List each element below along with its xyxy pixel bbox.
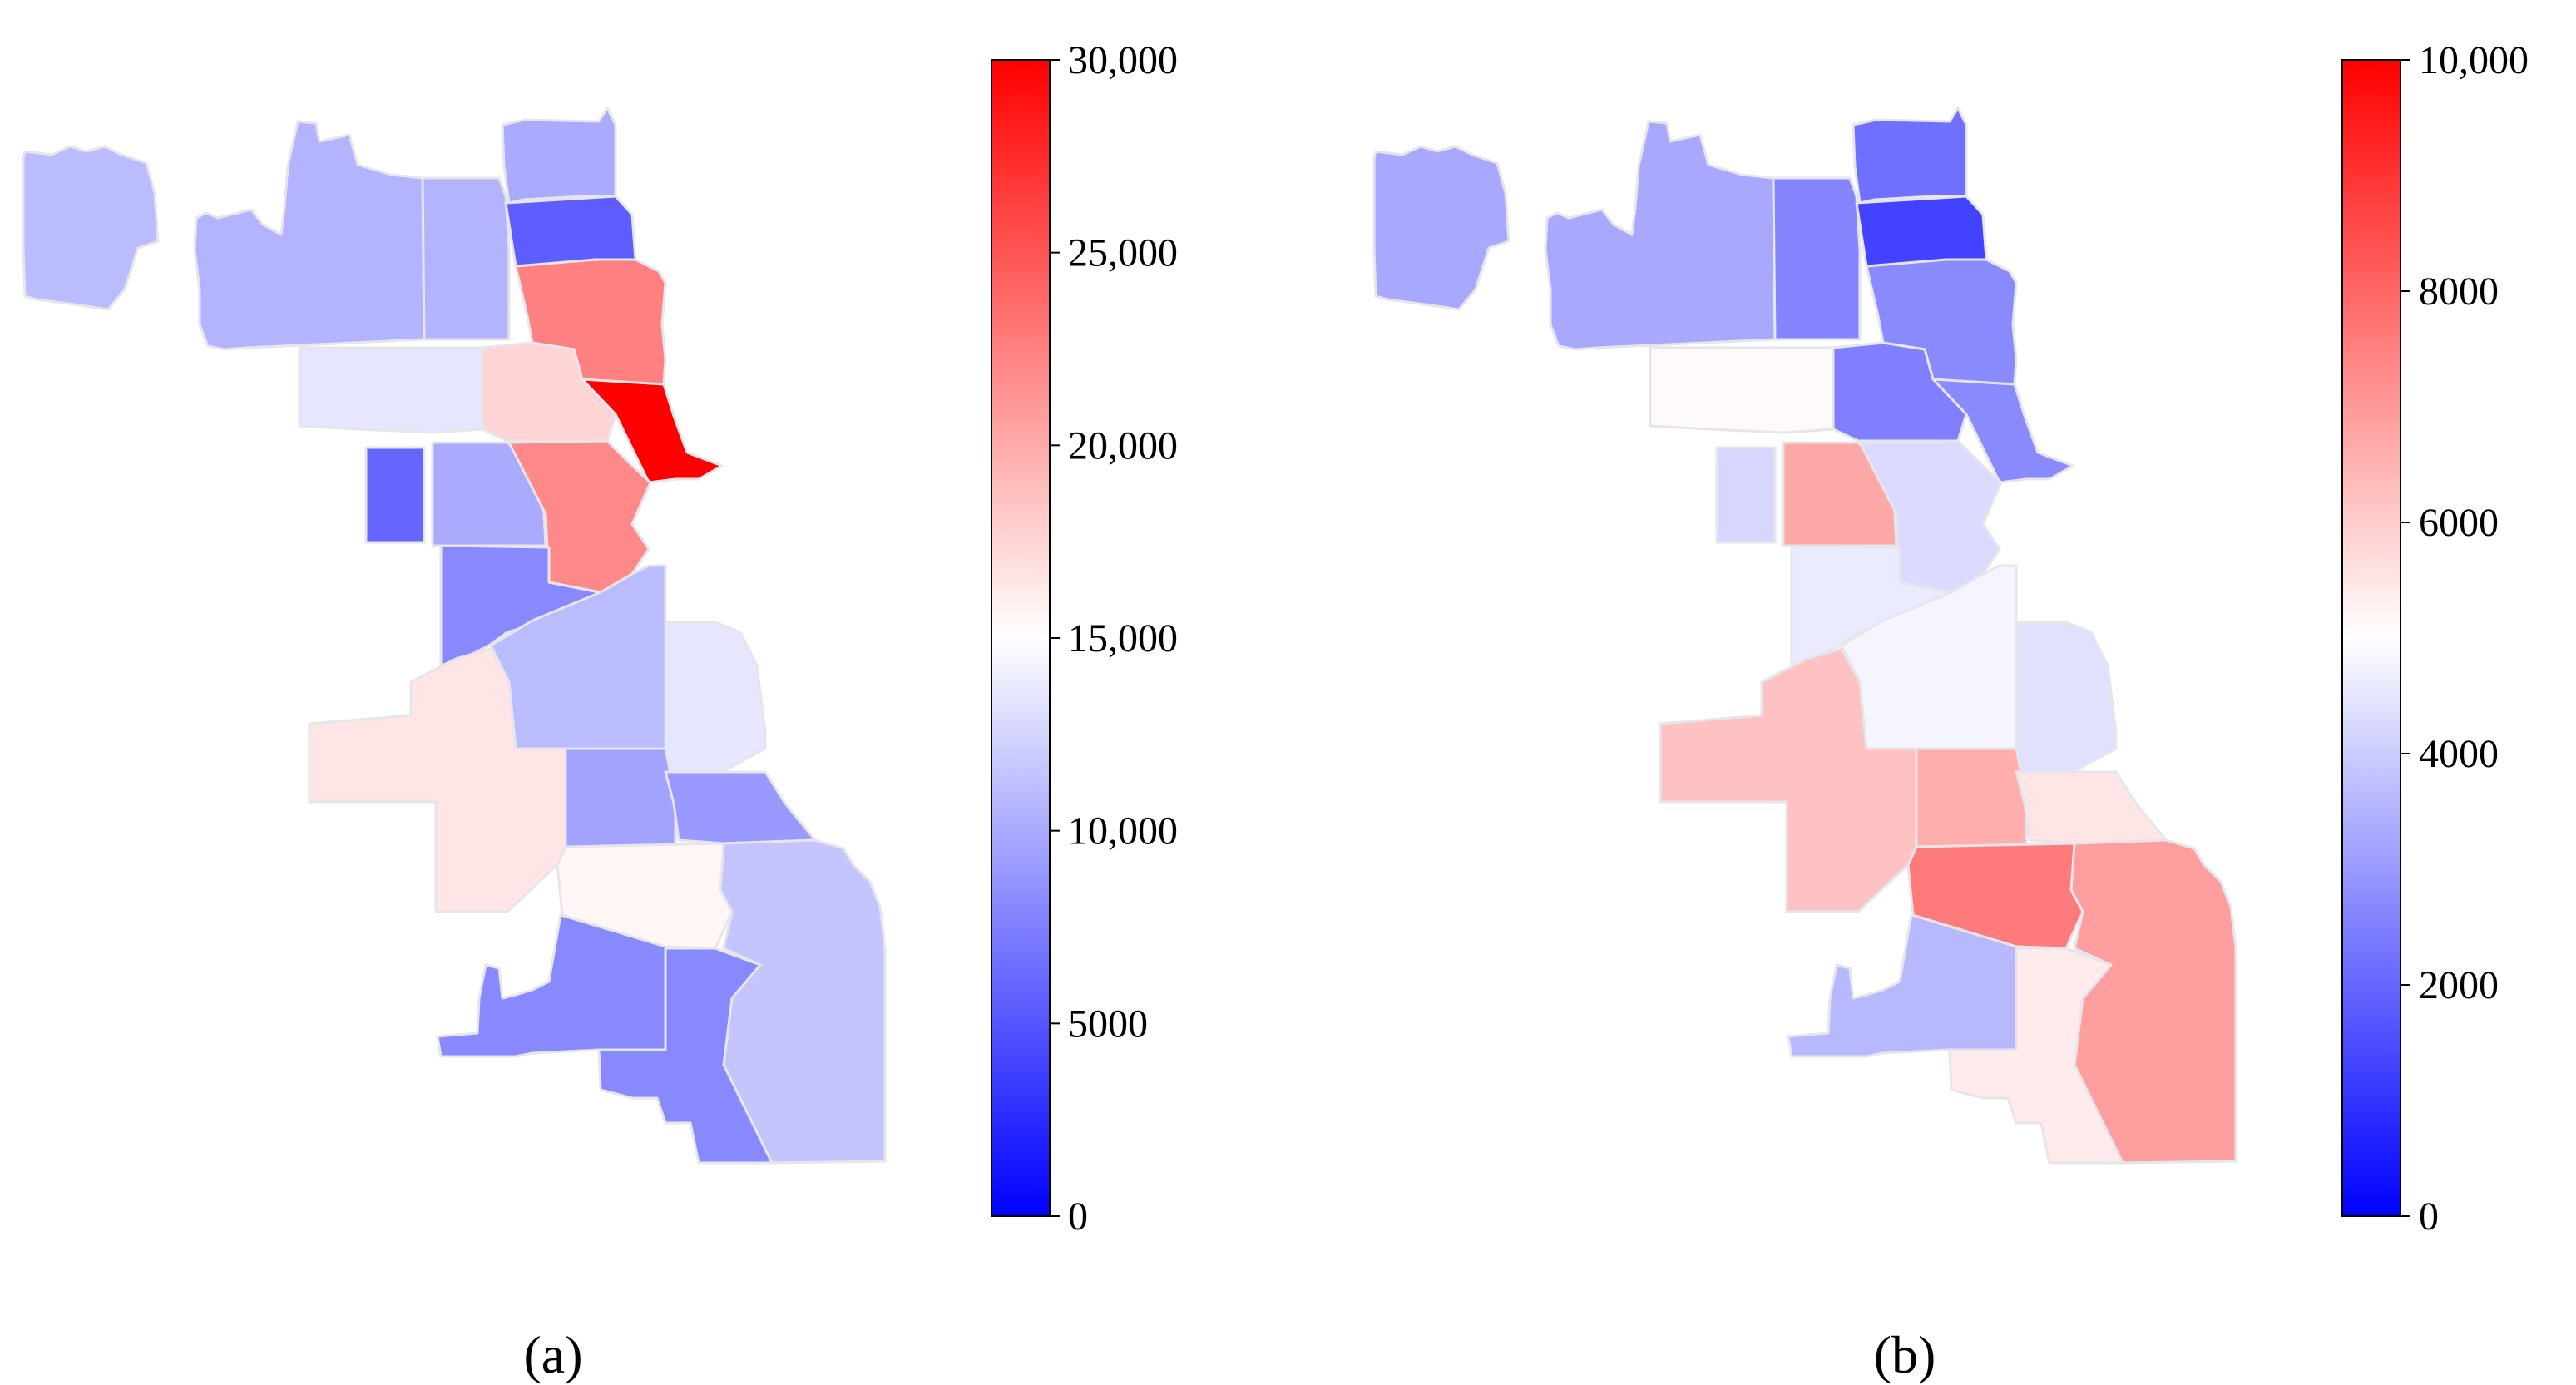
district-humboldt-b bbox=[1782, 441, 1898, 547]
district-calumet-a bbox=[597, 947, 774, 1165]
district-englewood-a bbox=[564, 747, 677, 848]
colorbar-a-tick-label: 20,000 bbox=[1068, 423, 1178, 467]
colorbar-b-tick-label: 4000 bbox=[2419, 732, 2499, 776]
district-south-shore-a bbox=[664, 770, 817, 845]
district-southwest-a bbox=[308, 647, 567, 913]
district-northwest-a-a bbox=[193, 120, 426, 351]
district-morgan-park-a bbox=[436, 913, 667, 1058]
district-northwest-b-a bbox=[421, 176, 511, 341]
colorbar-b: 0 2000 4000 6000 8000 10,000 bbox=[2341, 38, 2529, 1239]
district-northwest-b-b bbox=[1772, 176, 1862, 341]
colorbar-b-tick-label: 8000 bbox=[2419, 270, 2499, 314]
district-south-chicago-a bbox=[719, 838, 887, 1165]
district-hyde-park-a bbox=[664, 621, 767, 774]
district-rogers-park-b bbox=[1852, 106, 1968, 205]
colorbar-a-tick-label: 0 bbox=[1068, 1195, 1088, 1239]
district-humboldt-a bbox=[431, 441, 547, 547]
district-near-north-b bbox=[1931, 378, 2074, 484]
district-rogers-park-a bbox=[501, 106, 617, 205]
colorbar-a-tick-label: 15,000 bbox=[1068, 616, 1178, 660]
colorbar-a-tick-label: 10,000 bbox=[1068, 809, 1178, 853]
colorbar-b-tick-label: 2000 bbox=[2419, 963, 2499, 1007]
district-edgewater-a bbox=[504, 195, 637, 268]
district-northwest-a-b bbox=[1544, 120, 1777, 351]
district-morgan-park-b bbox=[1787, 913, 2018, 1058]
district-calumet-b bbox=[1948, 947, 2124, 1165]
colorbar-b-gradient bbox=[2341, 59, 2401, 1217]
district-hyde-park-b bbox=[2015, 621, 2118, 774]
district-edgewater-b bbox=[1855, 195, 1988, 268]
colorbar-a-tick-label: 25,000 bbox=[1068, 231, 1178, 275]
colorbar-b-ticks: 0 2000 4000 6000 8000 10,000 bbox=[2400, 38, 2529, 1239]
district-south-chicago-b bbox=[2069, 838, 2237, 1165]
district-englewood-b bbox=[1915, 747, 2028, 848]
colorbar-a-tick-label: 30,000 bbox=[1068, 38, 1178, 82]
map-a bbox=[22, 106, 887, 1165]
colorbar-a-ticks: 0 5000 10,000 15,000 20,000 25,000 30,000 bbox=[1050, 38, 1178, 1239]
colorbar-b-tick-label: 6000 bbox=[2419, 501, 2499, 545]
district-irving-park-b bbox=[1649, 346, 1835, 434]
district-austin-b bbox=[1715, 446, 1777, 544]
district-far-northwest-b bbox=[1372, 145, 1510, 311]
district-irving-park-a bbox=[298, 346, 484, 434]
district-south-shore-b bbox=[2015, 770, 2168, 845]
colorbar-b-tick-label: 10,000 bbox=[2419, 38, 2529, 82]
panel-b-label: (b) bbox=[1874, 1325, 1936, 1384]
district-austin-a bbox=[364, 446, 426, 544]
panel-a: 0 5000 10,000 15,000 20,000 25,000 30,000 (a) bbox=[22, 38, 1178, 1384]
map-b bbox=[1372, 106, 2237, 1165]
district-southwest-b bbox=[1659, 647, 1918, 913]
district-far-northwest-a bbox=[22, 145, 160, 311]
panel-b: 0 2000 4000 6000 8000 10,000 (b) bbox=[1372, 38, 2529, 1384]
colorbar-a-gradient bbox=[991, 59, 1051, 1217]
colorbar-b-tick-label: 0 bbox=[2419, 1195, 2439, 1239]
panel-a-label: (a) bbox=[523, 1325, 582, 1384]
colorbar-a-tick-label: 5000 bbox=[1068, 1002, 1148, 1046]
colorbar-a: 0 5000 10,000 15,000 20,000 25,000 30,000 bbox=[991, 38, 1178, 1239]
district-near-north-a bbox=[581, 378, 724, 484]
